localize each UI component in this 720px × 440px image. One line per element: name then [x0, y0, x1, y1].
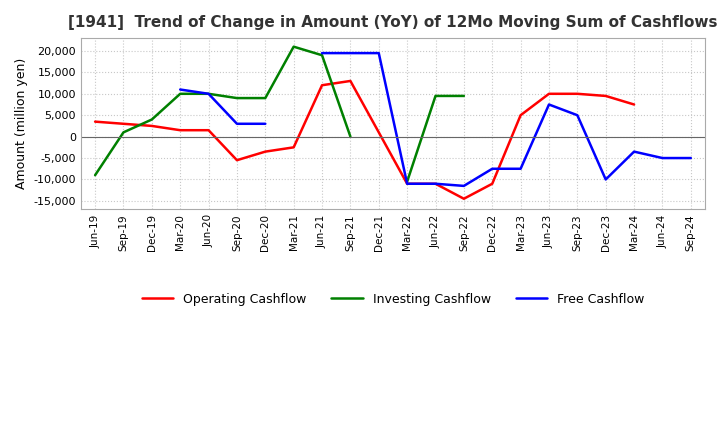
Operating Cashflow [176, 128, 184, 133]
Operating Cashflow [204, 128, 213, 133]
Investing Cashflow [346, 134, 355, 139]
Line: Operating Cashflow: Operating Cashflow [95, 81, 634, 199]
Investing Cashflow [233, 95, 241, 101]
Investing Cashflow [148, 117, 156, 122]
Operating Cashflow [91, 119, 99, 124]
Operating Cashflow [601, 93, 610, 99]
Operating Cashflow [459, 196, 468, 202]
Operating Cashflow [148, 123, 156, 128]
Title: [1941]  Trend of Change in Amount (YoY) of 12Mo Moving Sum of Cashflows: [1941] Trend of Change in Amount (YoY) o… [68, 15, 718, 30]
Investing Cashflow [119, 130, 127, 135]
Investing Cashflow [91, 172, 99, 178]
Operating Cashflow [289, 145, 298, 150]
Line: Investing Cashflow: Investing Cashflow [95, 47, 351, 175]
Investing Cashflow [318, 53, 326, 58]
Operating Cashflow [318, 83, 326, 88]
Operating Cashflow [261, 149, 269, 154]
Operating Cashflow [431, 181, 440, 187]
Operating Cashflow [573, 91, 582, 96]
Y-axis label: Amount (million yen): Amount (million yen) [15, 58, 28, 189]
Legend: Operating Cashflow, Investing Cashflow, Free Cashflow: Operating Cashflow, Investing Cashflow, … [137, 288, 649, 311]
Operating Cashflow [402, 181, 411, 187]
Operating Cashflow [488, 181, 497, 187]
Investing Cashflow [176, 91, 184, 96]
Operating Cashflow [119, 121, 127, 126]
Operating Cashflow [233, 158, 241, 163]
Operating Cashflow [544, 91, 553, 96]
Operating Cashflow [630, 102, 639, 107]
Investing Cashflow [204, 91, 213, 96]
Operating Cashflow [516, 113, 525, 118]
Investing Cashflow [261, 95, 269, 101]
Operating Cashflow [374, 130, 383, 135]
Investing Cashflow [289, 44, 298, 49]
Operating Cashflow [346, 78, 355, 84]
